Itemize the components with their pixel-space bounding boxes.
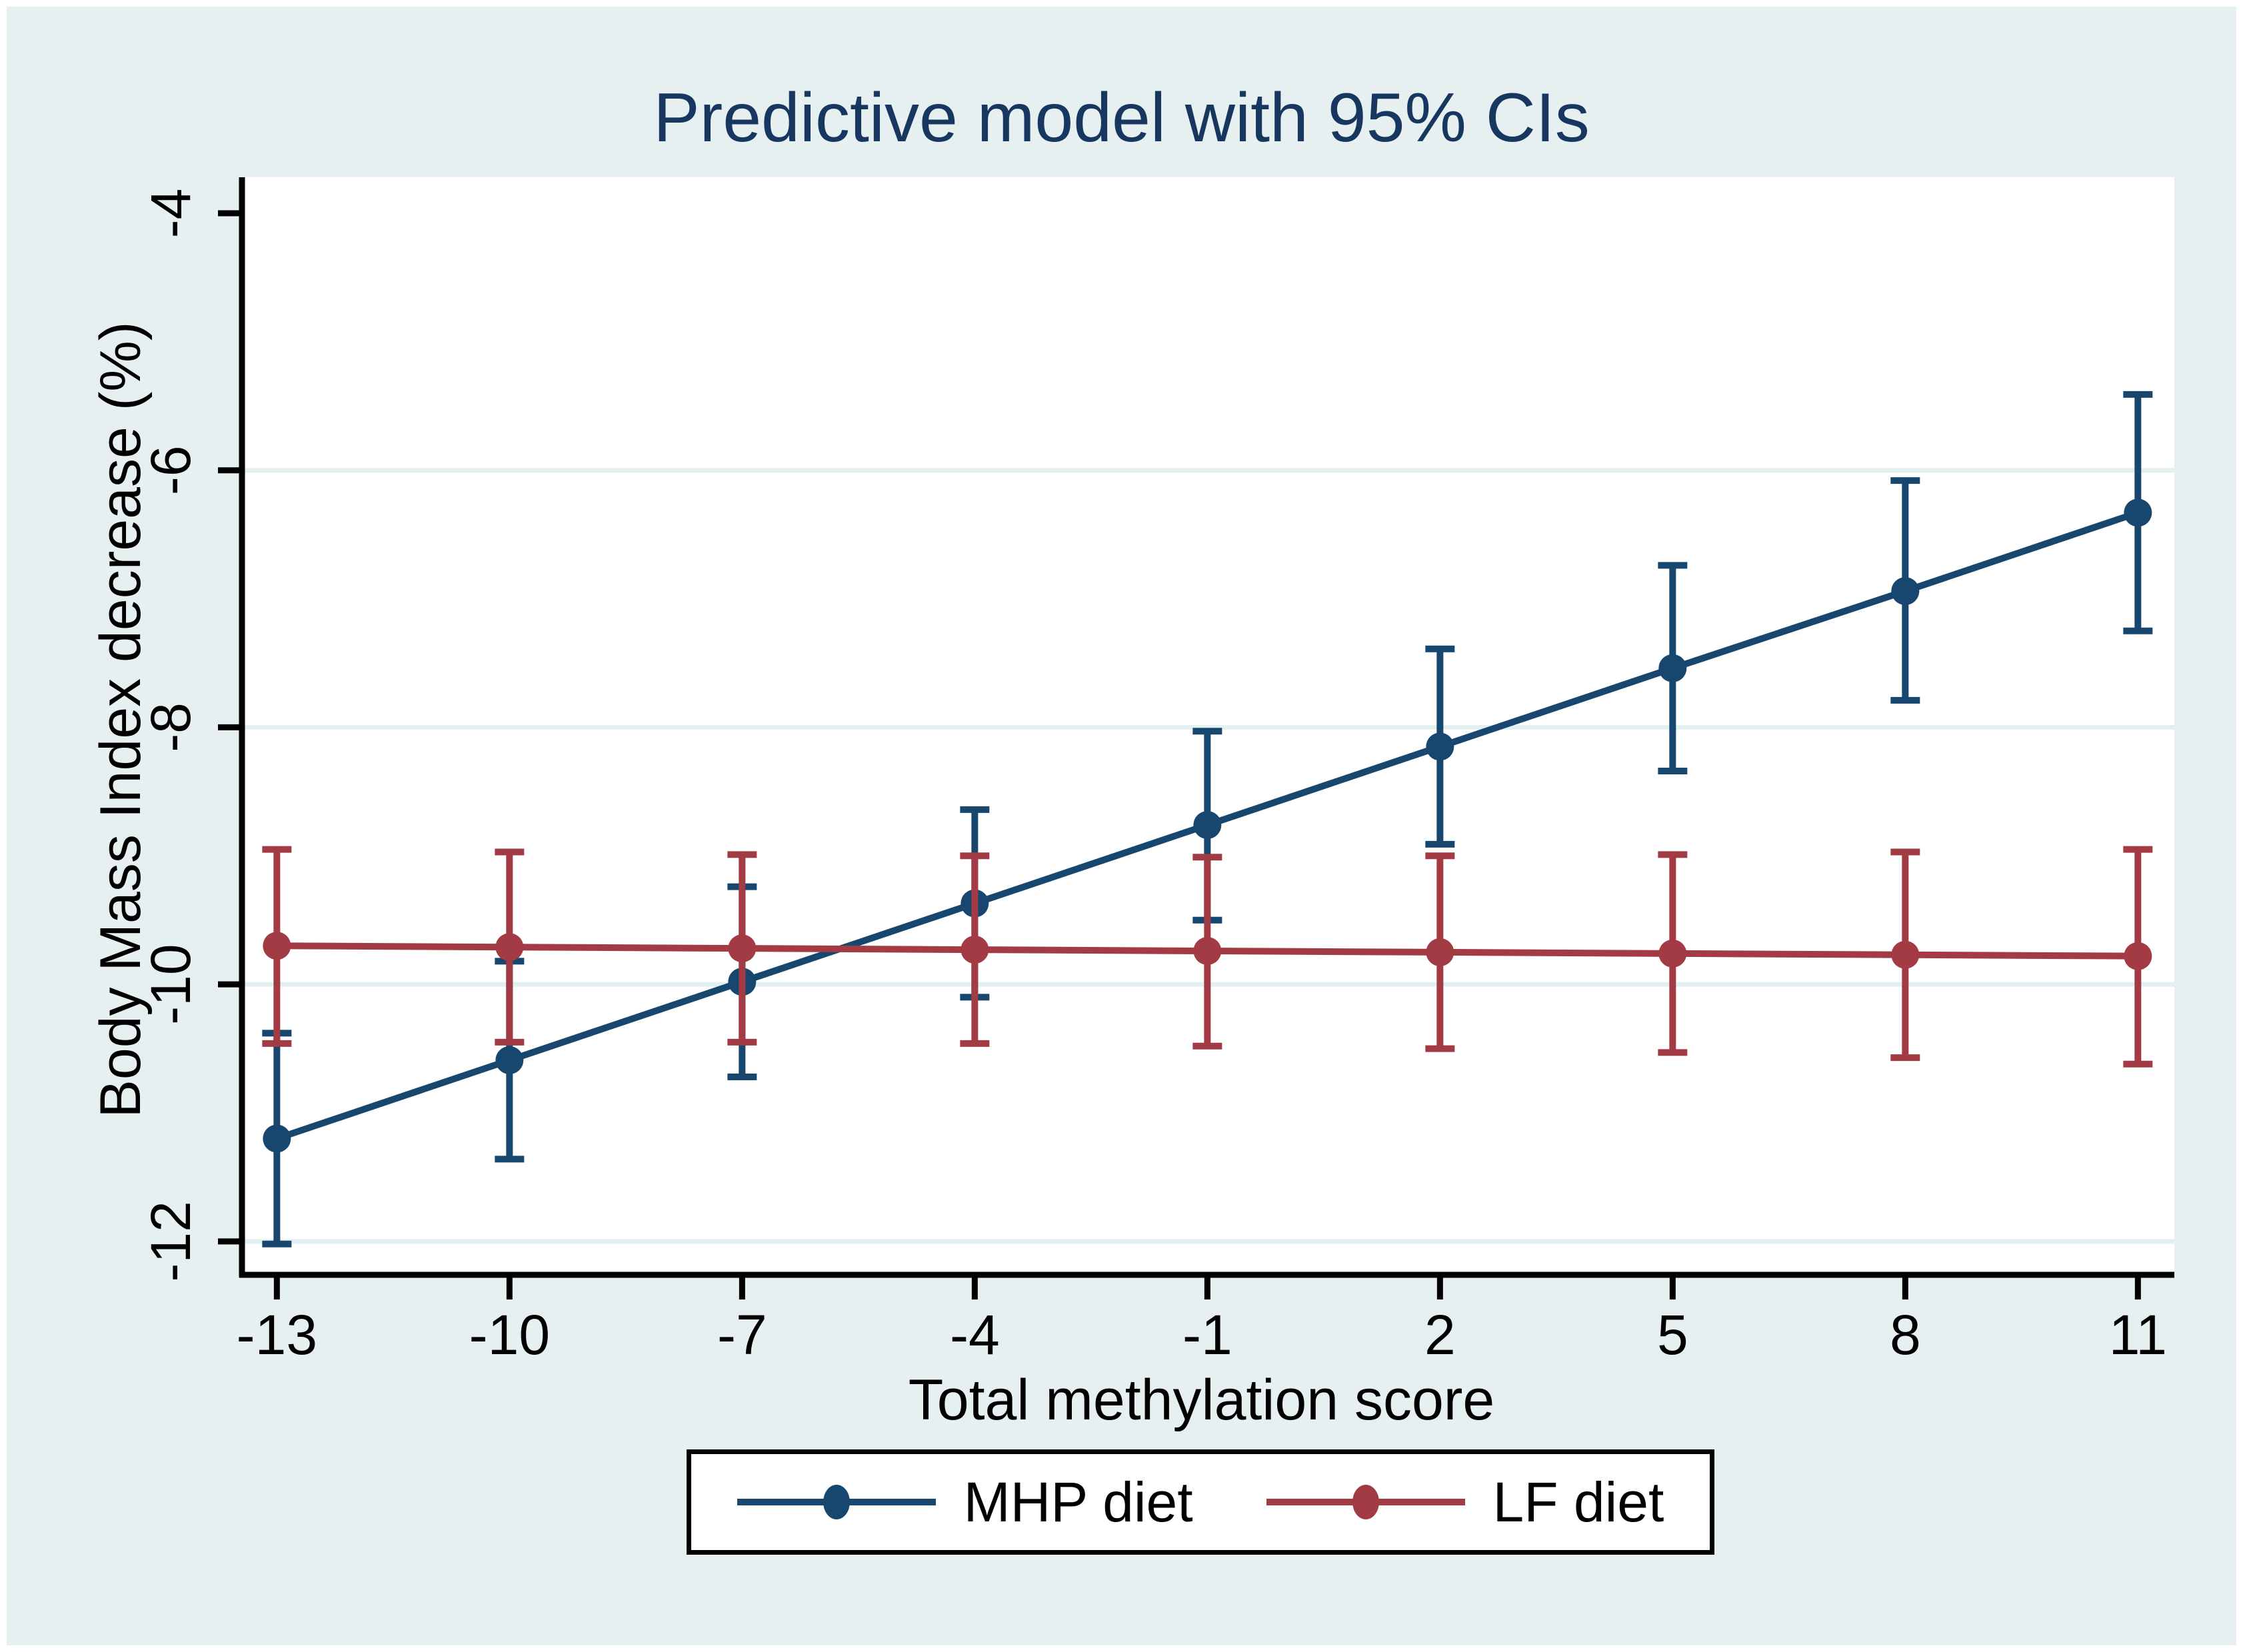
page-title: Predictive model with 95% CIs (653, 79, 1590, 157)
x-tick-label: -10 (469, 1303, 550, 1366)
x-axis-title: Total methylation score (908, 1368, 1495, 1432)
mhp-marker (1193, 811, 1222, 839)
x-tick-label: 8 (1890, 1303, 1921, 1366)
lf-marker (961, 936, 989, 964)
x-tick-label: -1 (1182, 1303, 1232, 1366)
legend-label-mhp: MHP diet (963, 1470, 1193, 1533)
x-tick-label: -13 (237, 1303, 317, 1366)
x-tick-label: 5 (1657, 1303, 1688, 1366)
x-tick-label: 2 (1424, 1303, 1456, 1366)
legend-label-lf: LF diet (1492, 1470, 1664, 1533)
mhp-line-marker-icon (737, 1483, 936, 1521)
legend: MHP diet LF diet (687, 1449, 1714, 1555)
y-tick-label: -10 (139, 944, 202, 1024)
lf-marker (1891, 940, 1920, 969)
lf-marker (1193, 937, 1222, 965)
y-tick-label: -8 (139, 702, 202, 752)
y-axis-title: Body Mass Index decrease (%) (89, 321, 153, 1118)
lf-dot-icon (1352, 1485, 1379, 1519)
mhp-marker (1891, 577, 1920, 605)
x-tick-label: -7 (717, 1303, 767, 1366)
lf-marker (1658, 939, 1687, 968)
legend-entry-mhp: MHP diet (737, 1470, 1193, 1535)
plot-area: -4-6-8-10-12-13 -10 -7 -4 -1 2 5 8 11 (139, 177, 2174, 1366)
mhp-marker (495, 1046, 524, 1074)
lf-marker (495, 933, 524, 962)
y-tick-label: -12 (139, 1201, 202, 1281)
y-tick-label: -6 (139, 445, 202, 495)
mhp-marker (263, 1124, 291, 1153)
lf-marker (728, 934, 757, 963)
x-tick-label: 11 (2109, 1303, 2167, 1366)
lf-marker (1426, 938, 1454, 966)
legend-entry-lf: LF diet (1266, 1470, 1664, 1535)
lf-marker (263, 932, 291, 960)
mhp-marker (1658, 654, 1687, 682)
graph-canvas: Predictive model with 95% CIs -4 -6 -8 -10 -… (7, 7, 2236, 1645)
mhp-marker (2124, 498, 2152, 527)
lf-marker (2124, 942, 2152, 970)
lf-line-marker-icon (1266, 1483, 1465, 1521)
mhp-marker (1426, 732, 1454, 761)
x-tick-label: -4 (950, 1303, 1000, 1366)
y-tick-label: -4 (139, 189, 202, 239)
mhp-dot-icon (823, 1485, 850, 1519)
